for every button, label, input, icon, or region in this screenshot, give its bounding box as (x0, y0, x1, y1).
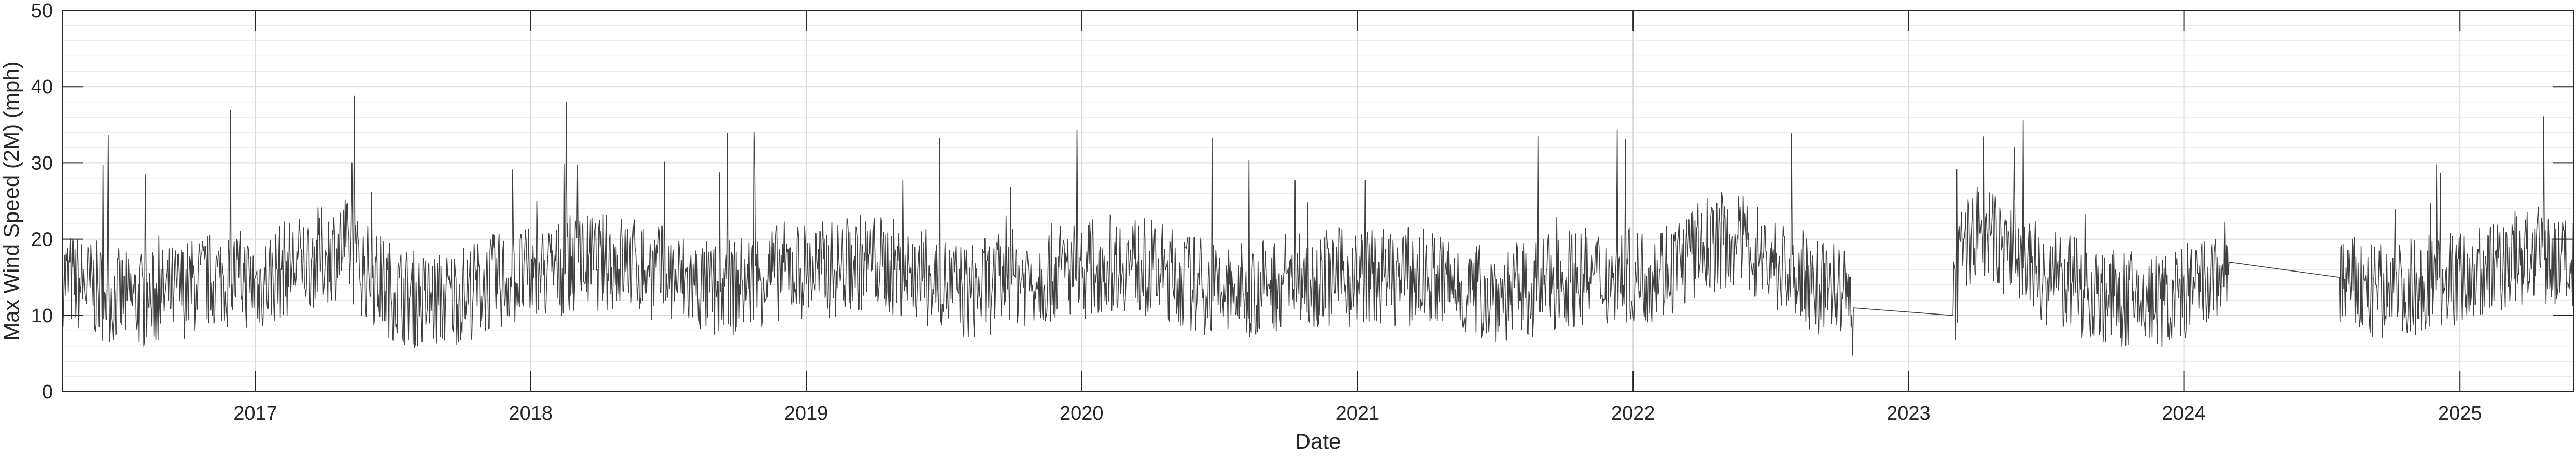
series-line-max-wind-speed (62, 95, 2574, 356)
minor-grid (62, 25, 2574, 377)
x-tick-label: 2018 (509, 403, 553, 424)
y-tick-label: 0 (42, 381, 53, 403)
x-tick-label: 2023 (1887, 403, 1931, 424)
x-tick-label: 2024 (2162, 403, 2206, 424)
x-axis-label: Date (1295, 429, 1341, 453)
x-tick-label: 2022 (1611, 403, 1655, 424)
y-tick-label: 20 (31, 229, 53, 251)
x-tick-label: 2025 (2438, 403, 2482, 424)
y-tick-label: 10 (31, 305, 53, 327)
x-tick-label: 2020 (1060, 403, 1104, 424)
x-tick-labels: 2017 2018 2019 2020 2021 2022 2023 2024 2025 (233, 403, 2482, 424)
y-tick-label: 50 (31, 0, 53, 22)
y-tick-label: 30 (31, 152, 53, 174)
y-axis-label: Max Wind Speed (2M) (mph) (0, 61, 23, 340)
x-tick-label: 2017 (233, 403, 277, 424)
axis-ticks (62, 10, 2574, 392)
x-tick-label: 2019 (784, 403, 828, 424)
plot-frame (62, 10, 2574, 392)
x-tick-label: 2021 (1336, 403, 1380, 424)
y-tick-label: 40 (31, 76, 53, 98)
plot-background (62, 10, 2574, 392)
y-tick-labels: 0 10 20 30 40 50 (31, 0, 53, 403)
